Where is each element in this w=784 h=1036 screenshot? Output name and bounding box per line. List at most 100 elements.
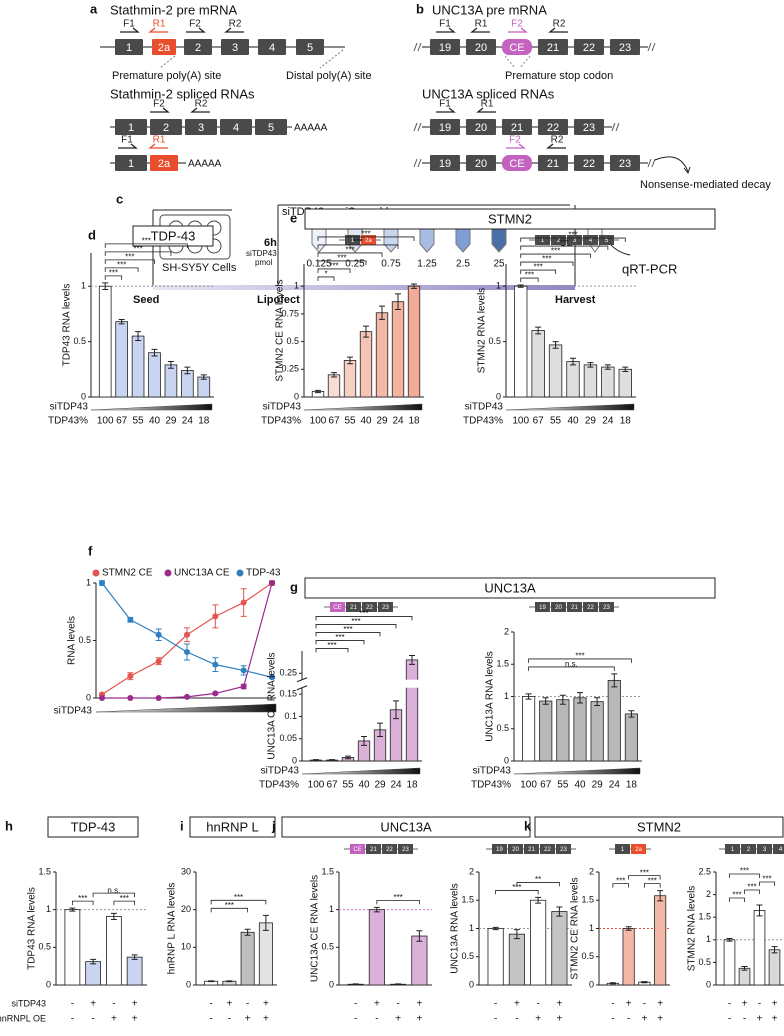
break-mark <box>413 122 422 132</box>
y-tick-label: 1 <box>86 577 91 587</box>
error-bar <box>559 694 566 705</box>
significance-label: *** <box>542 255 551 264</box>
primer-arrow <box>148 143 168 149</box>
y-tick-label: 1.5 <box>698 912 711 922</box>
x-tick-label: 18 <box>620 416 632 427</box>
significance-label: *** <box>327 641 336 650</box>
exon <box>115 119 147 135</box>
x-tick-label: 67 <box>540 780 552 791</box>
y-tick-label: 0 <box>469 979 474 989</box>
schematic-exon <box>551 602 566 612</box>
primer-label: F1 <box>121 135 133 146</box>
point <box>127 695 134 701</box>
significance-label: *** <box>329 262 338 271</box>
condition-sign: - <box>728 1014 731 1025</box>
y-tick-label: 0.5 <box>321 942 334 952</box>
significance-bracket <box>744 889 760 894</box>
condition-sign: - <box>611 1014 614 1025</box>
primer-arrow <box>186 27 206 33</box>
condition-sign: + <box>514 999 520 1010</box>
bar <box>539 700 553 762</box>
y-tick-label: 0 <box>589 979 594 989</box>
condition-sign: - <box>112 999 115 1010</box>
significance-label: *** <box>142 237 151 246</box>
schematic-exon <box>583 235 598 245</box>
x-tick-label: 18 <box>626 780 638 791</box>
primer-arrow <box>120 27 140 33</box>
error-bar <box>329 759 335 762</box>
exon <box>538 119 568 135</box>
error-bar <box>244 928 251 936</box>
condition-sign: + <box>742 999 748 1010</box>
y-tick-label: 2.5 <box>698 866 711 876</box>
error-bar <box>604 364 611 370</box>
schematic-exon <box>551 235 566 245</box>
error-bar <box>411 283 417 289</box>
y-tick-label: 1.5 <box>461 895 474 905</box>
schematic-exon <box>567 602 582 612</box>
y-axis-label: STMN2 RNA levels <box>687 886 698 972</box>
condition-sign: + <box>772 999 778 1010</box>
error-bar <box>525 693 532 700</box>
condition-sign: + <box>245 1014 251 1025</box>
y-axis-label: hnRNP L RNA levels <box>167 883 178 975</box>
significance-bracket <box>315 648 349 653</box>
condition-sign: - <box>758 999 761 1010</box>
significance-label: *** <box>762 875 771 884</box>
schematic-label: 23 <box>382 605 389 611</box>
schematic-label: 19 <box>496 847 503 853</box>
point <box>269 674 275 681</box>
point <box>184 649 190 655</box>
condition-sign: + <box>395 1014 401 1025</box>
bar <box>126 956 143 986</box>
y-tick-label: 0 <box>329 979 334 989</box>
y-tick-label: 1 <box>589 923 594 933</box>
significance-label: *** <box>732 891 741 900</box>
error-bar <box>609 982 616 985</box>
y-tick-label: 0 <box>294 391 299 401</box>
schematic-label: CE <box>353 847 361 853</box>
legend-label: UNC13A CE <box>174 568 230 579</box>
y-axis-label: RNA levels <box>67 616 78 665</box>
bar <box>622 928 635 986</box>
x-tick-label: 40 <box>149 416 161 427</box>
exon <box>430 39 460 55</box>
exon <box>466 39 496 55</box>
y-tick-label: 0.5 <box>286 336 299 346</box>
error-bar <box>657 890 664 902</box>
exon-label: CE <box>509 158 524 170</box>
stage-label: Lipofect <box>257 294 300 306</box>
x-tick-label: 24 <box>390 780 402 791</box>
error-bar <box>373 906 380 913</box>
schematic-label: 20 <box>512 847 519 853</box>
error-bar <box>594 697 601 707</box>
exon-label: 23 <box>619 42 631 54</box>
y-tick-label: 0 <box>46 979 51 989</box>
condition-sign: + <box>556 1014 562 1025</box>
schematic-label: 21 <box>571 605 578 611</box>
exon-label: 19 <box>439 158 451 170</box>
panel-label: b <box>416 1 424 16</box>
error-bar <box>226 980 233 983</box>
exon <box>115 39 143 55</box>
primer-arrow <box>470 27 490 33</box>
exon <box>574 155 604 171</box>
vial <box>311 227 327 253</box>
significance-bracket <box>92 892 136 898</box>
exon <box>150 119 182 135</box>
significance-bracket <box>315 640 365 645</box>
error-bar <box>556 906 563 917</box>
error-bar <box>331 372 337 378</box>
condition-sign: - <box>354 1014 357 1025</box>
error-bar <box>315 389 321 394</box>
bar <box>375 312 389 398</box>
schematic-label: 21 <box>350 605 357 611</box>
significance-label: *** <box>568 231 577 240</box>
exon-label: 21 <box>511 122 523 134</box>
point <box>184 693 190 700</box>
bar <box>583 364 598 398</box>
schematic-label: CE <box>333 605 341 611</box>
condition-sign: + <box>535 1014 541 1025</box>
x-tick-label: 100 <box>97 416 114 427</box>
condition-sign: - <box>611 999 614 1010</box>
